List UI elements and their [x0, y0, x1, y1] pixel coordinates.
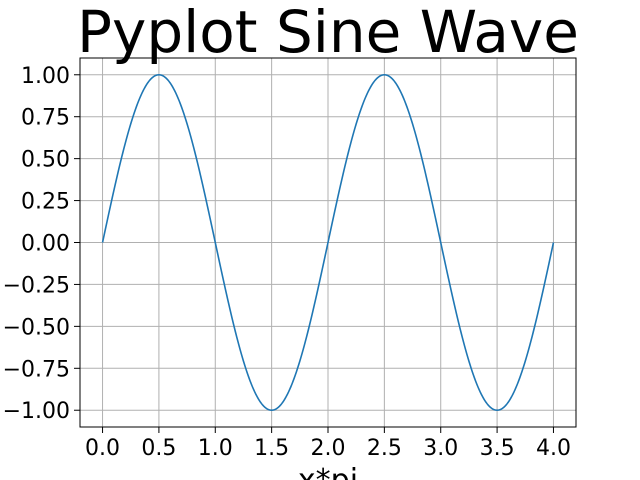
x-tick-label: 1.5: [254, 436, 289, 461]
x-tick-label: 4.0: [536, 436, 571, 461]
x-tick-label: 2.0: [311, 436, 346, 461]
x-tick-label: 1.0: [198, 436, 233, 461]
x-tick-label: 0.5: [141, 436, 176, 461]
x-tick-label: 2.5: [367, 436, 402, 461]
y-tick-label: −0.75: [3, 357, 70, 382]
sine-series-line: [101, 73, 555, 412]
x-tick-label: 3.5: [480, 436, 515, 461]
x-tick-label: 0.0: [85, 436, 120, 461]
y-axis-ticks: 1.00 0.75 0.50 0.25 0.00 −0.25 −0.50 −0.75 −1.00: [3, 64, 80, 424]
y-tick-label: 0.25: [21, 190, 70, 215]
y-tick-label: 1.00: [21, 64, 70, 89]
y-tick-label: −1.00: [3, 399, 70, 424]
series-layer: [101, 73, 555, 412]
y-tick-label: 0.00: [21, 232, 70, 257]
x-tick-label: 3.0: [423, 436, 458, 461]
y-tick-label: 0.75: [21, 106, 70, 131]
chart-title: Pyplot Sine Wave: [77, 0, 579, 66]
x-axis-ticks: 0.0 0.5 1.0 1.5 2.0 2.5 3.0 3.5 4.0: [85, 427, 571, 461]
y-tick-label: −0.25: [3, 273, 70, 298]
y-tick-label: 0.50: [21, 148, 70, 173]
y-tick-label: −0.50: [3, 315, 70, 340]
x-axis-label: x*pi: [298, 463, 358, 480]
